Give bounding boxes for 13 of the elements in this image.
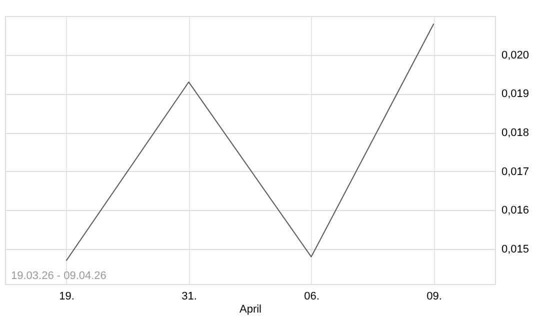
y-tick-label: 0,019 [502,88,530,100]
x-tick-label: 31. [182,290,197,302]
x-tick-label: 06. [304,290,320,302]
x-tick-label: 19. [59,290,74,302]
y-tick-label: 0,015 [502,244,530,256]
x-axis-title: April [239,304,262,316]
annotation: 19.03.26 - 09.04.26 [11,270,106,282]
y-tick-label: 0,018 [502,127,530,140]
x-tick-label: 09. [426,290,442,302]
y-tick-label: 0,016 [502,204,530,217]
y-tick-label: 0,020 [502,49,530,62]
line-series [66,23,434,262]
y-tick-label: 0,017 [502,166,530,178]
